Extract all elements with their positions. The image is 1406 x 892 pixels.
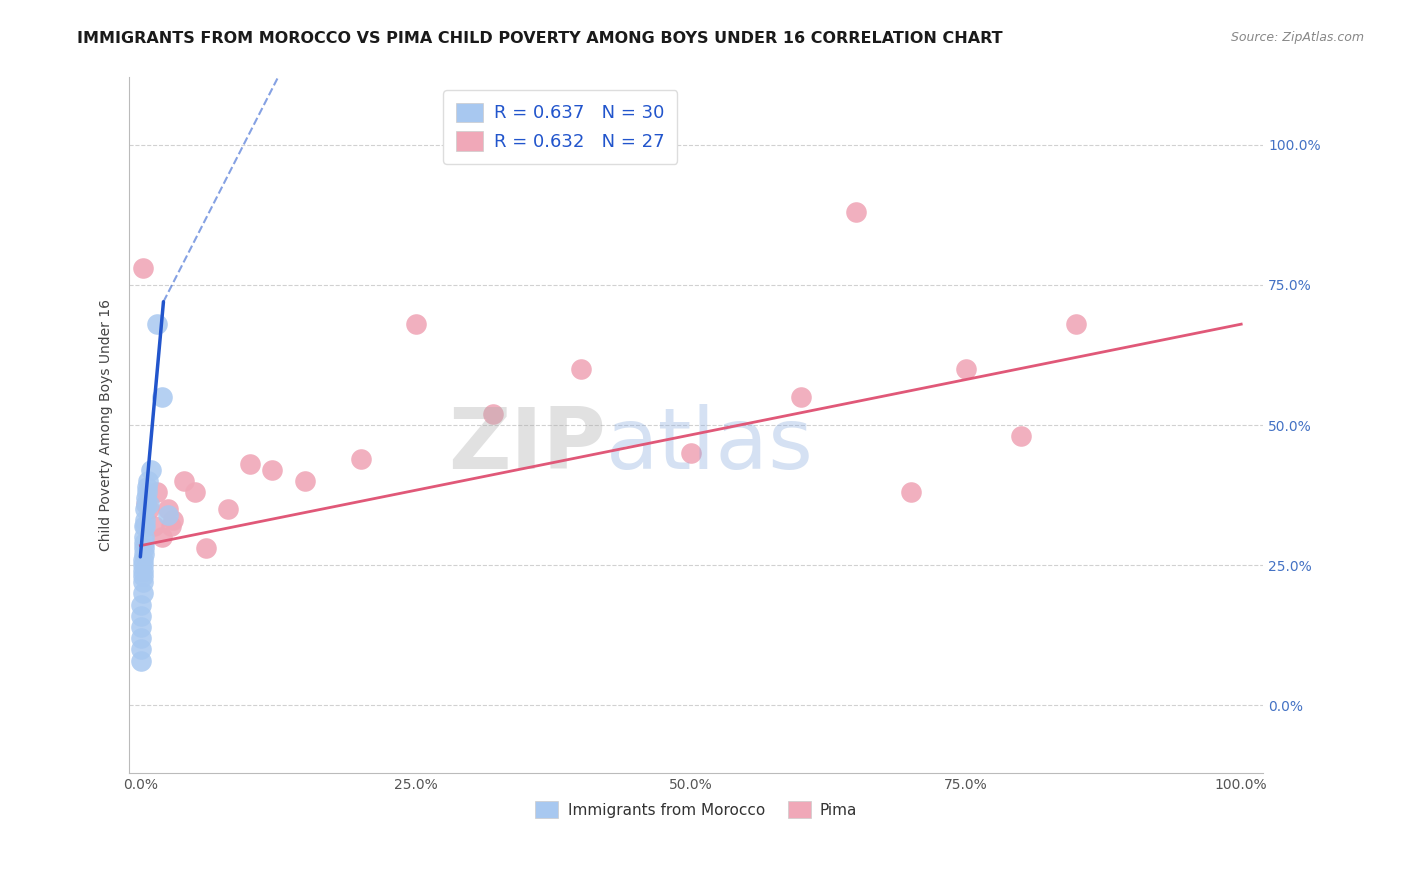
Point bbox=[132, 519, 155, 533]
Y-axis label: Child Poverty Among Boys Under 16: Child Poverty Among Boys Under 16 bbox=[100, 299, 114, 551]
Point bbox=[132, 547, 155, 561]
Point bbox=[146, 317, 169, 331]
Point bbox=[131, 631, 153, 645]
Point bbox=[150, 390, 173, 404]
Point bbox=[150, 530, 173, 544]
Point bbox=[132, 541, 155, 556]
Point bbox=[135, 497, 157, 511]
Point bbox=[131, 620, 153, 634]
Point bbox=[195, 541, 218, 556]
Point bbox=[131, 598, 153, 612]
Point bbox=[845, 205, 868, 219]
Point bbox=[131, 552, 153, 566]
Point bbox=[134, 502, 156, 516]
Point bbox=[134, 519, 156, 533]
Point bbox=[217, 502, 239, 516]
Point bbox=[131, 586, 153, 600]
Text: IMMIGRANTS FROM MOROCCO VS PIMA CHILD POVERTY AMONG BOYS UNDER 16 CORRELATION CH: IMMIGRANTS FROM MOROCCO VS PIMA CHILD PO… bbox=[77, 31, 1002, 46]
Point bbox=[131, 564, 153, 578]
Point bbox=[131, 261, 153, 276]
Point bbox=[146, 485, 169, 500]
Point bbox=[131, 608, 153, 623]
Point bbox=[131, 569, 153, 583]
Point bbox=[131, 654, 153, 668]
Point bbox=[481, 407, 503, 421]
Point bbox=[955, 362, 977, 376]
Point bbox=[142, 519, 165, 533]
Point bbox=[184, 485, 207, 500]
Point bbox=[679, 446, 702, 460]
Point bbox=[136, 474, 159, 488]
Point bbox=[135, 497, 157, 511]
Point bbox=[131, 558, 153, 573]
Point bbox=[134, 513, 156, 527]
Point bbox=[239, 458, 262, 472]
Point bbox=[569, 362, 592, 376]
Point bbox=[900, 485, 922, 500]
Point bbox=[136, 480, 159, 494]
Point bbox=[262, 463, 284, 477]
Point bbox=[132, 530, 155, 544]
Point bbox=[173, 474, 195, 488]
Text: ZIP: ZIP bbox=[449, 404, 606, 487]
Text: atlas: atlas bbox=[606, 404, 814, 487]
Point bbox=[294, 474, 316, 488]
Point bbox=[138, 497, 160, 511]
Point bbox=[138, 502, 160, 516]
Point bbox=[156, 502, 179, 516]
Point bbox=[131, 575, 153, 590]
Point bbox=[156, 508, 179, 522]
Point bbox=[1010, 429, 1032, 443]
Point bbox=[131, 642, 153, 657]
Point bbox=[135, 491, 157, 505]
Point bbox=[160, 519, 183, 533]
Point bbox=[141, 463, 163, 477]
Legend: Immigrants from Morocco, Pima: Immigrants from Morocco, Pima bbox=[529, 796, 863, 824]
Point bbox=[405, 317, 427, 331]
Point bbox=[162, 513, 184, 527]
Text: Source: ZipAtlas.com: Source: ZipAtlas.com bbox=[1230, 31, 1364, 45]
Point bbox=[790, 390, 813, 404]
Point bbox=[136, 485, 159, 500]
Point bbox=[1064, 317, 1087, 331]
Point bbox=[349, 451, 371, 466]
Point bbox=[132, 536, 155, 550]
